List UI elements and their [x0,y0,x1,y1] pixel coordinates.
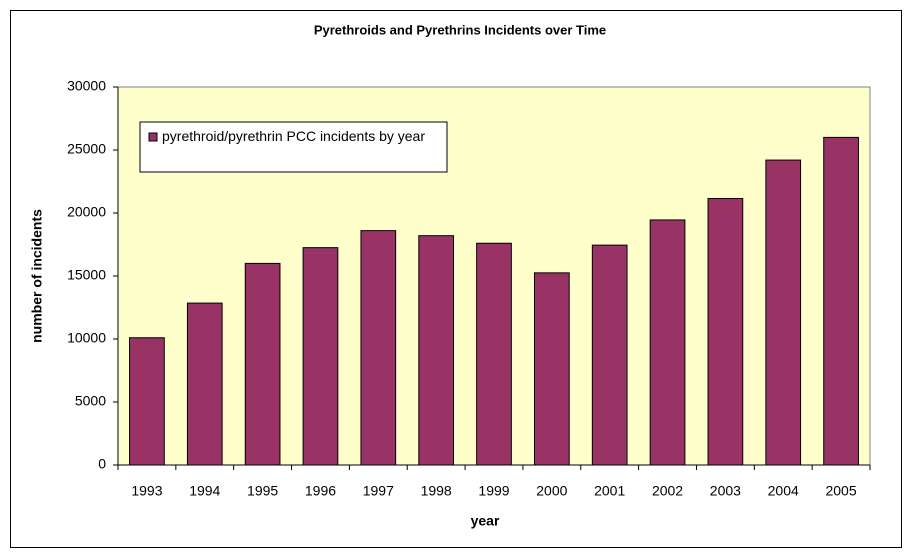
bar [476,242,512,466]
bar [707,198,744,466]
x-tick-label: 2005 [825,483,856,499]
y-axis-title: number of incidents [29,209,45,343]
y-tick-label: 30000 [67,78,106,94]
y-tick-label: 5000 [75,393,106,409]
x-tick-label: 2002 [652,483,683,499]
chart-title: Pyrethroids and Pyrethrins Incidents ove… [314,22,606,37]
bar [360,230,397,466]
x-tick-label: 1995 [247,483,278,499]
y-tick-label: 15000 [67,267,106,283]
x-tick-label: 1998 [421,483,452,499]
legend-entry: pyrethroid/pyrethrin PCC incidents by ye… [162,128,426,144]
x-tick-label: 2000 [536,483,567,499]
bar [533,272,570,466]
x-tick-label: 1994 [189,483,220,499]
x-tick-label: 1999 [478,483,509,499]
x-axis-title: year [471,513,500,529]
x-tick-label: 1996 [305,483,336,499]
legend-label: pyrethroid/pyrethrin PCC incidents by ye… [162,128,426,144]
x-tick-label: 2004 [768,483,799,499]
y-tick-label: 10000 [67,330,106,346]
x-tick-label: 1993 [131,483,162,499]
y-tick-label: 20000 [67,204,106,220]
x-tick-label: 2001 [594,483,625,499]
legend-box [139,121,448,173]
y-tick-label: 0 [98,456,106,472]
bar [418,235,455,466]
y-tick-label: 25000 [67,141,106,157]
bar [591,244,628,466]
bar [823,136,859,466]
bar [129,337,165,466]
x-tick-label: 1997 [363,483,394,499]
legend-swatch [148,132,158,142]
bar [765,159,802,466]
bar [302,247,339,466]
bar [649,219,686,466]
bar [244,262,281,466]
bar [186,302,223,466]
x-tick-label: 2003 [710,483,741,499]
